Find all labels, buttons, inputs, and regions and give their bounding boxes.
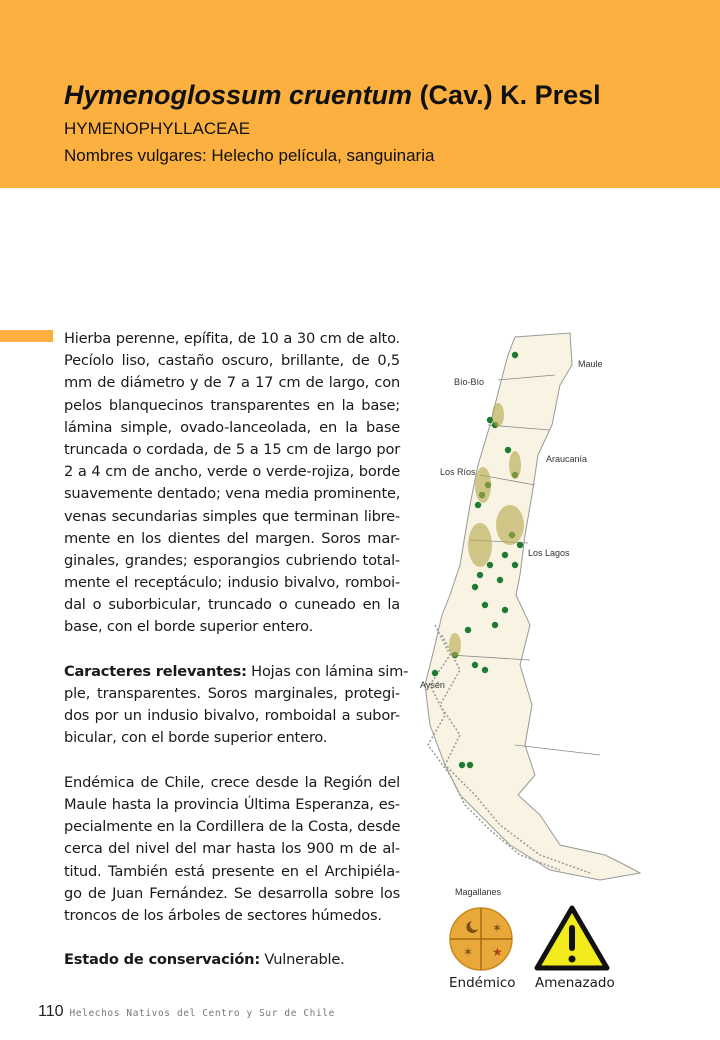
species-text: Hierba perenne, epífita, de 10 a 30 cm d…: [64, 328, 408, 971]
text-line: ginales, grandes; esporangios cubriendo …: [64, 551, 400, 569]
text-line: Endémica de Chile, crece desde la Región…: [64, 773, 400, 791]
species-author: (Cav.) K. Presl: [412, 80, 601, 110]
text-line: suavemente dentado; vena media prominent…: [64, 485, 401, 503]
book-title: Helechos Nativos del Centro y Sur de Chi…: [69, 1008, 335, 1019]
region-label-araucania: Araucanía: [546, 454, 588, 464]
text-line: venas secundarias simples que terminan l…: [64, 507, 400, 525]
conservation-label: Estado de conservación:: [64, 951, 260, 969]
warning-triangle-icon: [534, 905, 610, 971]
distribution-paragraph: Endémica de Chile, crece desde la Región…: [64, 772, 401, 927]
conservation-value: Vulnerable.: [259, 951, 345, 969]
record-dot: [511, 351, 519, 359]
record-dot: [466, 761, 474, 769]
species-name: Hymenoglossum cruentum: [64, 80, 413, 110]
region-label-aysen: Aysén: [420, 680, 445, 690]
record-dot: [471, 583, 479, 591]
record-dot: [464, 626, 472, 634]
text-line: troncos de los árboles de sectores húmed…: [64, 906, 382, 924]
svg-text:★: ★: [492, 945, 503, 959]
text-line: dos por un indusio bivalvo, romboidal a …: [64, 707, 400, 725]
svg-text:✶: ✶: [492, 921, 502, 935]
record-dot: [501, 551, 509, 559]
record-dot: [504, 446, 512, 454]
map-land: [424, 332, 642, 881]
region-label-los-rios: Los Ríos: [440, 467, 476, 477]
relevant-label: Caracteres relevantes:: [64, 662, 247, 680]
region-label-biobio: Bío-Bío: [454, 377, 485, 387]
description-paragraph: Hierba perenne, epífita, de 10 a 30 cm d…: [64, 328, 400, 639]
section-marker: [0, 330, 53, 342]
text-line: mente en los dientes del margen. Soros m…: [64, 529, 400, 547]
chile-map-svg: [424, 332, 642, 881]
kultrun-icon: ✶ ✶ ★: [449, 907, 513, 971]
text-line: titud. También está presente en el Archi…: [64, 862, 400, 880]
relevant-paragraph: Caracteres relevantes: Hojas con lámina …: [64, 661, 408, 750]
record-dot: [486, 561, 494, 569]
family-name: HYMENOPHYLLACEAE: [64, 119, 251, 138]
species-header: Hymenoglossum cruentum (Cav.) K. Presl H…: [0, 0, 720, 188]
text-line: dal o suborbicular, truncado o cuneado e…: [64, 596, 400, 614]
record-dot: [501, 606, 509, 614]
text-line: pelos blanquecinos transparentes en la b…: [64, 396, 400, 414]
record-dot: [481, 666, 489, 674]
text-line: truncada o cordada, de 5 a 15 cm de larg…: [64, 440, 400, 458]
text-line: go de Juan Fernández. Se desarrolla sobr…: [64, 884, 400, 902]
record-dot: [431, 669, 439, 677]
text-line: 2 a 4 cm de ancho, verde o verde-rojiza,…: [64, 463, 400, 481]
text-line: bicular, con el borde superior entero.: [64, 729, 328, 747]
distribution-map: Maule Bío-Bío Araucanía Los Ríos Los Lag…: [420, 325, 720, 975]
text-line: ple, transparentes. Soros marginales, pr…: [64, 685, 400, 702]
page-number: 110: [38, 1003, 64, 1020]
region-label-maule: Maule: [578, 359, 603, 369]
record-dot: [491, 621, 499, 629]
record-dot: [471, 661, 479, 669]
region-label-los-lagos: Los Lagos: [528, 548, 570, 558]
endemic-label: Endémico: [449, 975, 516, 991]
text-line: cerca del nivel del mar hasta los 900 m …: [64, 840, 400, 858]
record-dot: [481, 601, 489, 609]
text-line: pecialmente en la Cordillera de la Costa…: [64, 818, 401, 836]
svg-text:✶: ✶: [463, 945, 473, 959]
text-line: Pecíolo liso, castaño oscuro, brillante,…: [64, 352, 400, 370]
record-dot: [474, 501, 482, 509]
conservation-status: Estado de conservación: Vulnerable.: [64, 949, 400, 971]
text-line: mm de diámetro y de 7 a 17 cm de largo, …: [64, 374, 400, 392]
text-line: Maule hasta la provincia Última Esperanz…: [64, 795, 400, 813]
record-dot: [516, 541, 524, 549]
record-dot: [476, 571, 484, 579]
text-line: mente el receptáculo; indusio bivalvo, r…: [64, 574, 400, 592]
record-dot: [511, 561, 519, 569]
common-names: Nombres vulgares: Helecho película, sang…: [64, 146, 435, 165]
region-label-magallanes: Magallanes: [455, 887, 502, 897]
record-dot: [458, 761, 466, 769]
text-line: Hierba perenne, epífita, de 10 a 30 cm d…: [64, 330, 400, 347]
text-line: base, con el borde superior entero.: [64, 618, 314, 636]
species-title: Hymenoglossum cruentum (Cav.) K. Presl: [64, 80, 601, 111]
threatened-label: Amenazado: [535, 975, 615, 991]
text-line: lámina simple, ovado-lanceolada, en la b…: [64, 418, 400, 436]
page-footer: 110 Helechos Nativos del Centro y Sur de …: [38, 1001, 335, 1021]
record-dot: [486, 416, 494, 424]
record-dot: [496, 576, 504, 584]
